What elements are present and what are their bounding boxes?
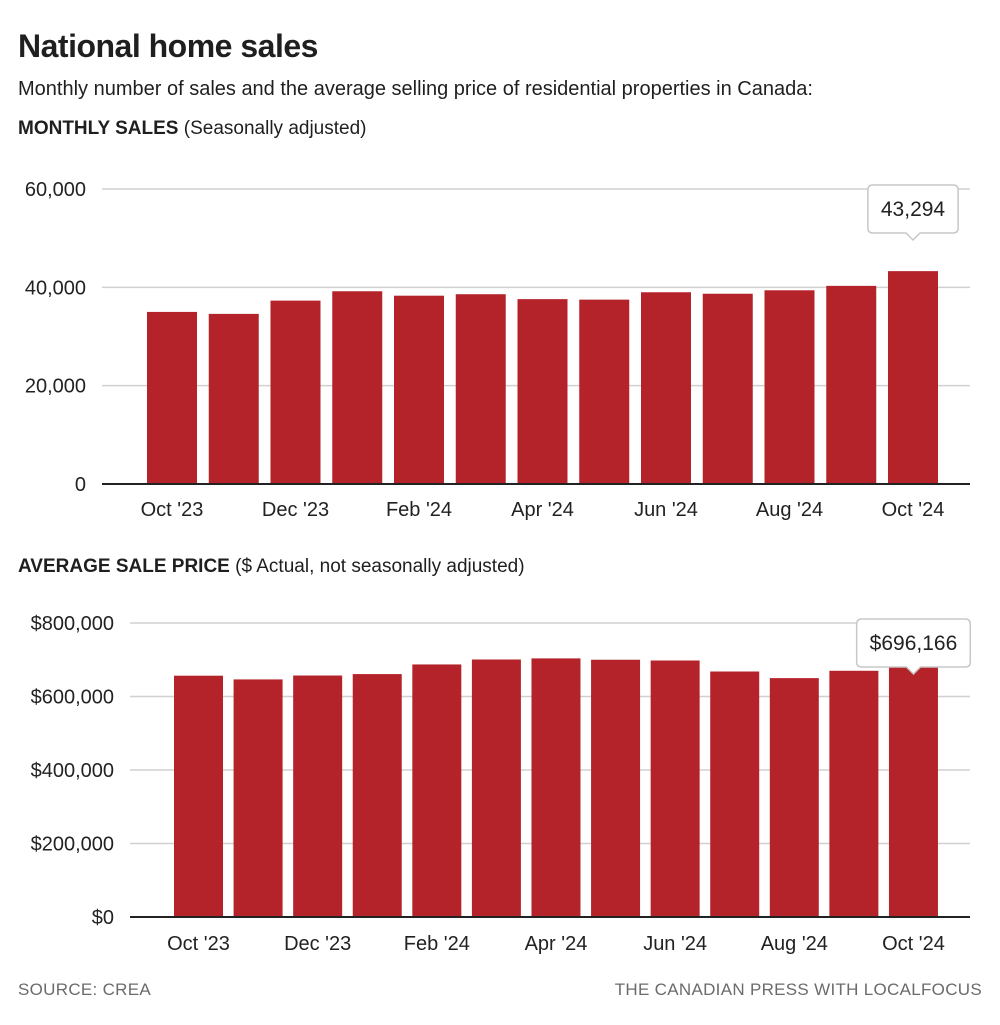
price-callout: $696,166 [855, 618, 972, 676]
price-bar [829, 670, 879, 917]
page-title: National home sales [18, 28, 318, 64]
price-xtick-label: Oct '24 [882, 933, 945, 955]
price-xtick-label: Dec '23 [284, 933, 351, 955]
price-xtick-label: Apr '24 [525, 933, 588, 955]
price-ytick-label: $400,000 [31, 760, 114, 782]
price-bar [471, 659, 521, 917]
price-chart-heading: AVERAGE SALE PRICE ($ Actual, not season… [18, 556, 525, 578]
sales-ytick-label: 20,000 [25, 376, 86, 398]
sales-bar [579, 299, 630, 484]
sales-callout-box [867, 184, 959, 242]
price-bar [710, 671, 760, 917]
price-bar [293, 675, 343, 917]
sales-callout: 43,294 [867, 184, 959, 242]
price-bar [591, 659, 641, 917]
sales-bar [888, 271, 938, 484]
sales-callout-label: 43,294 [881, 198, 946, 221]
sales-xtick-label: Jun '24 [634, 499, 698, 521]
price-callout-box [855, 618, 972, 676]
price-xtick-label: Aug '24 [761, 933, 828, 955]
price-bar [650, 660, 700, 917]
sales-bar [826, 285, 877, 484]
sales-bar [332, 291, 383, 484]
sales-bar [394, 295, 444, 484]
sales-bar [517, 299, 568, 484]
price-bar [352, 674, 402, 917]
sales-chart-heading: MONTHLY SALES (Seasonally adjusted) [18, 118, 366, 140]
sales-ytick-label: 60,000 [25, 179, 86, 201]
price-ytick-label: $600,000 [31, 687, 114, 709]
source-credit: SOURCE: CREA [18, 980, 152, 999]
average-price-chart: $0 $200,000 $400,000 $600,000 $800,000 Oct '2… [31, 613, 972, 955]
price-bar [769, 678, 819, 917]
sales-bar [764, 290, 815, 484]
sales-ytick-label: 40,000 [25, 277, 86, 299]
sales-xtick-label: Aug '24 [756, 499, 823, 521]
page-subtitle: Monthly number of sales and the average … [18, 78, 813, 100]
price-ytick-label: $0 [92, 907, 114, 929]
sales-xtick-label: Oct '24 [882, 499, 945, 521]
price-bar [233, 679, 283, 917]
monthly-sales-chart: 0 20,000 40,000 60,000 Oct '23 Dec '23 Feb '24… [25, 179, 970, 521]
price-xtick-label: Oct '23 [167, 933, 230, 955]
price-bar [174, 675, 223, 917]
sales-xtick-label: Oct '23 [141, 499, 204, 521]
price-ytick-label: $800,000 [31, 613, 114, 635]
sales-ytick-label: 0 [75, 474, 86, 496]
price-ytick-label: $200,000 [31, 834, 114, 856]
sales-xtick-label: Dec '23 [262, 499, 329, 521]
sales-bar [270, 300, 321, 484]
sales-bar [147, 311, 197, 484]
sales-bar [641, 292, 691, 484]
sales-bar [702, 293, 753, 484]
sales-heading-bold: MONTHLY SALES [18, 118, 179, 139]
price-callout-label: $696,166 [870, 632, 958, 655]
price-xtick-label: Jun '24 [643, 933, 707, 955]
price-bar [412, 664, 462, 917]
sales-bar [455, 294, 506, 484]
sales-heading-rest: (Seasonally adjusted) [178, 118, 367, 139]
price-heading-rest: ($ Actual, not seasonally adjusted) [229, 556, 525, 577]
price-xtick-label: Feb '24 [404, 933, 470, 955]
publisher-credit: THE CANADIAN PRESS WITH LOCALFOCUS [614, 980, 982, 999]
price-bar [531, 658, 581, 917]
sales-xtick-label: Feb '24 [386, 499, 452, 521]
price-bar [888, 661, 938, 917]
sales-xtick-label: Apr '24 [511, 499, 574, 521]
price-heading-bold: AVERAGE SALE PRICE [18, 556, 230, 577]
sales-bar [208, 313, 259, 484]
